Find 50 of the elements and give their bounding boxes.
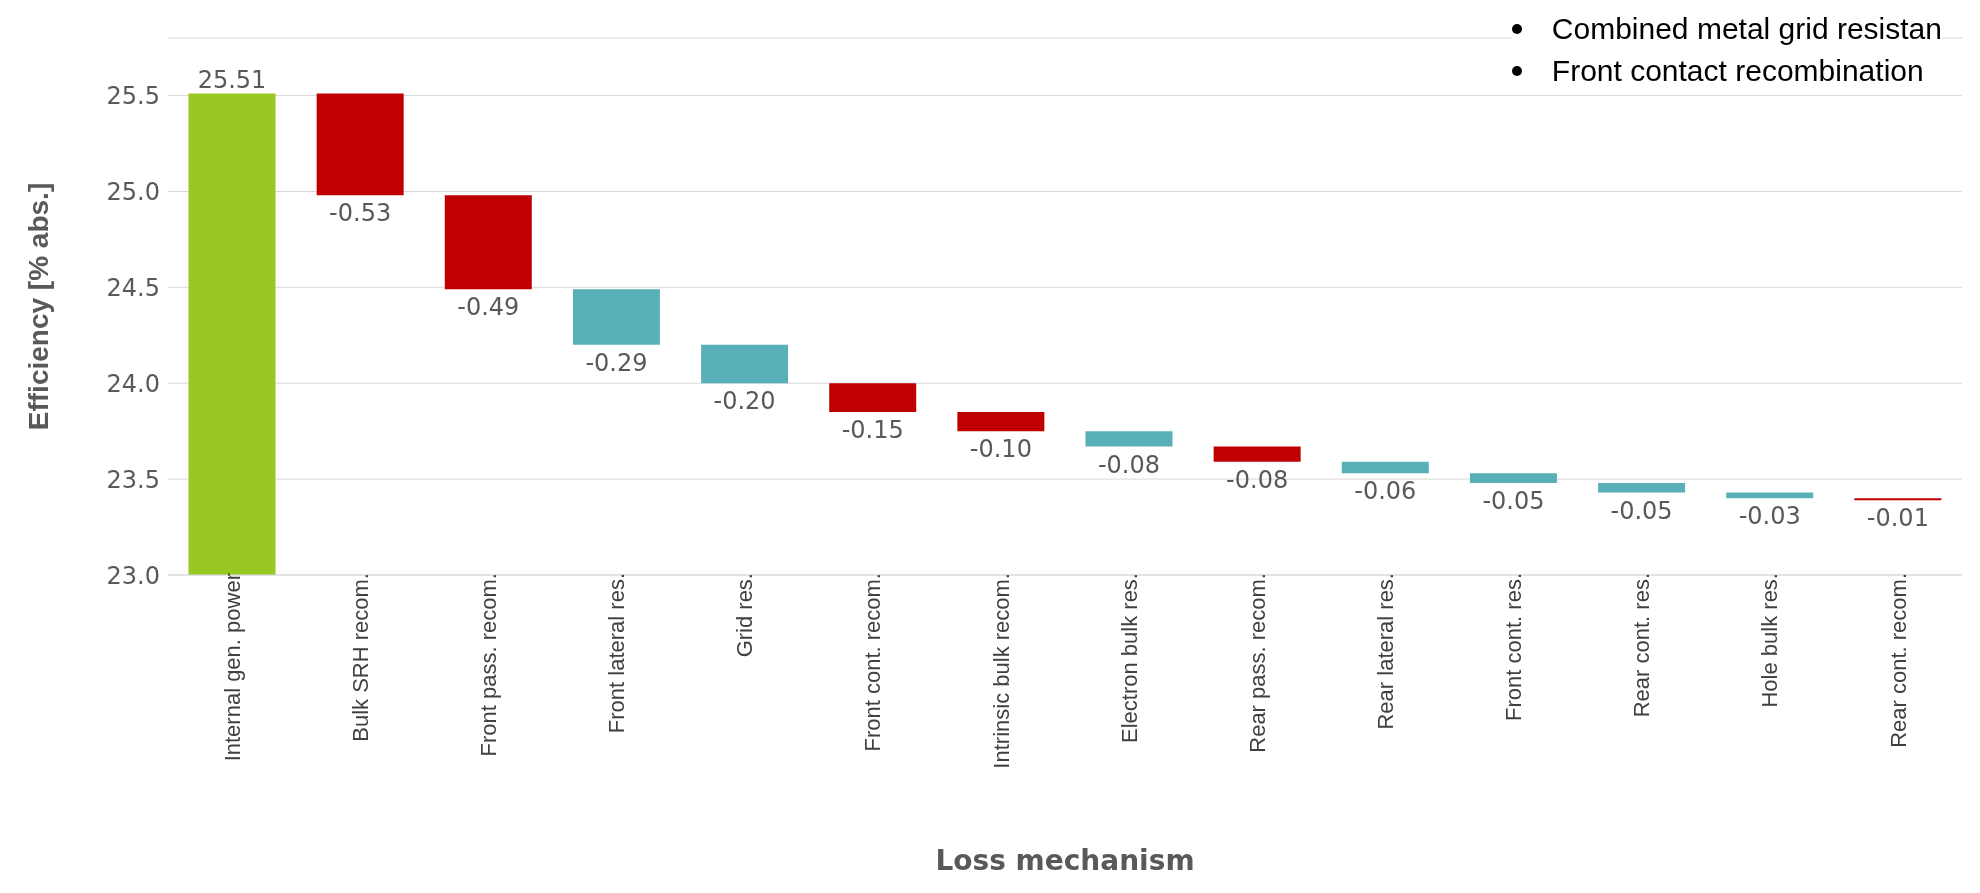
data-label: -0.06 [1354,477,1417,506]
data-label: -0.08 [1226,465,1289,494]
x-tick-label: Rear cont. recom. [1885,573,1911,748]
y-tick-label: 25.5 [106,82,160,111]
y-tick-label: 24.0 [106,369,160,398]
bar [572,289,660,345]
x-tick-label: Intrinsic bulk recom. [988,573,1014,769]
x-tick-label: Rear cont. res. [1629,573,1655,718]
x-tick-label: Front cont. res. [1501,573,1527,721]
data-label: 25.51 [197,65,267,94]
bar [1598,482,1686,493]
x-tick-label: Front cont. recom. [860,573,886,752]
x-tick-label: Front lateral res. [604,573,630,734]
x-tick-label: Electron bulk res. [1116,573,1142,743]
bar [188,93,276,575]
data-label: -0.05 [1610,496,1673,525]
data-label: -0.15 [841,415,904,444]
bar [829,383,917,412]
y-axis-title: Efficiency [% abs.] [22,182,54,431]
x-axis-title: Loss mechanism [935,844,1195,877]
y-tick-label: 25.0 [106,177,160,206]
data-label: -0.53 [329,199,392,228]
x-tick-label: Hole bulk res. [1757,573,1783,708]
x-tick-label: Front pass. recom. [475,573,501,757]
annotation: Combined metal grid resistan [1551,11,1942,47]
x-tick-label: Bulk SRH recom. [347,573,373,742]
bar [316,93,404,196]
y-tick-label: 23.5 [106,465,160,494]
bar [701,344,789,384]
bar [1469,473,1557,483]
data-label: -0.20 [713,387,776,416]
x-tick-label: Internal gen. power [219,573,245,762]
data-label: -0.08 [1097,450,1161,479]
bar [1213,446,1301,462]
data-label: -0.01 [1866,504,1929,533]
x-tick-label: Rear lateral res. [1372,573,1398,730]
data-label: -0.29 [585,348,648,377]
y-tick-label: 24.5 [106,273,160,302]
data-label: -0.05 [1482,486,1545,515]
y-tick-label: 23.0 [106,561,160,590]
x-tick-label: Rear pass. recom. [1244,573,1270,753]
annotation: Front contact recombination [1551,53,1924,89]
bar [1341,461,1429,474]
data-label: -0.03 [1738,502,1801,531]
data-label: -0.49 [457,293,520,322]
x-tick-label: Grid res. [732,573,758,658]
bar [444,195,532,290]
bar [957,411,1045,432]
data-label: -0.10 [969,435,1032,464]
bar [1085,431,1173,447]
